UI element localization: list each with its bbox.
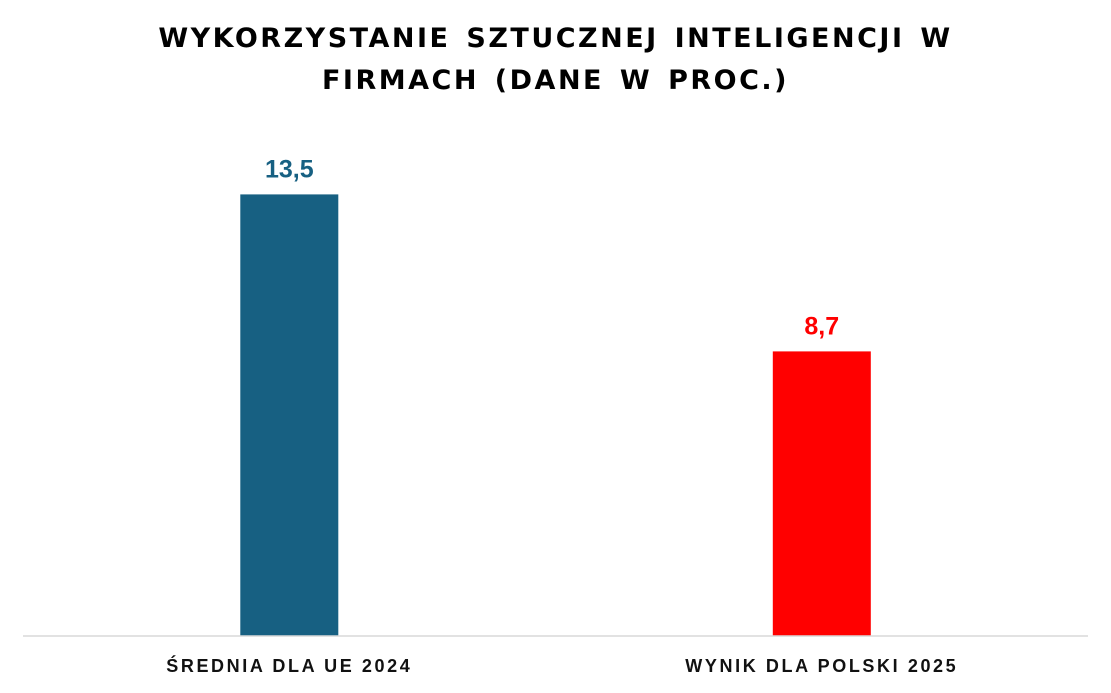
category-label-2: WYNIK DLA POLSKI 2025 [685,656,958,676]
bars-layer [240,194,871,636]
chart-title: WYKORZYSTANIE SZTUCZNEJ INTELIGENCJI W F… [0,18,1111,102]
value-label-1: 13,5 [265,155,314,183]
chart-title-line-2: FIRMACH (DANE W PROC.) [321,65,790,96]
bar-1 [240,194,339,636]
category-label-1: ŚREDNIA DLA UE 2024 [166,655,412,676]
chart-title-line-1: WYKORZYSTANIE SZTUCZNEJ INTELIGENCJI W [158,23,953,54]
bar-2 [772,351,871,636]
labels-layer: 13,5 ŚREDNIA DLA UE 2024 8,7 WYNIK DLA POLS… [166,155,958,676]
value-label-2: 8,7 [804,312,839,340]
